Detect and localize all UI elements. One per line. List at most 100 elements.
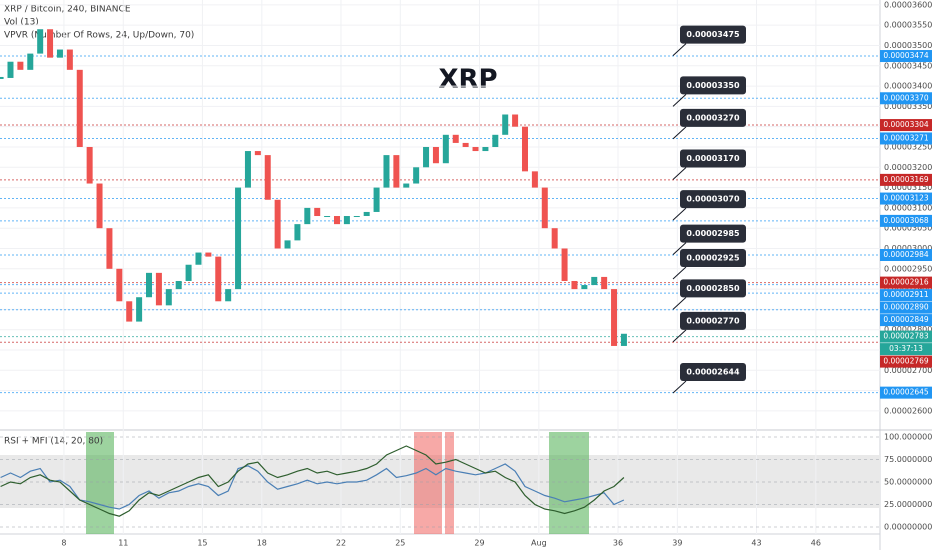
price-label-box bbox=[880, 119, 932, 132]
price-label-box bbox=[880, 343, 932, 356]
price-label-box bbox=[880, 192, 932, 205]
price-label-box bbox=[880, 330, 932, 343]
candle bbox=[581, 285, 588, 290]
candle bbox=[383, 155, 390, 188]
price-label-box bbox=[880, 132, 932, 145]
candle bbox=[185, 264, 192, 281]
candle bbox=[482, 146, 489, 152]
annotation-label: 0.00003270 bbox=[686, 113, 740, 122]
x-tick-label: 11 bbox=[118, 539, 128, 548]
chart-title: XRP bbox=[438, 65, 497, 95]
y-tick-label: 75.00000000 bbox=[884, 455, 932, 464]
candle bbox=[601, 276, 608, 290]
annotation-pointer bbox=[672, 94, 687, 107]
x-tick-label: 29 bbox=[474, 539, 484, 548]
candle bbox=[284, 240, 291, 249]
price-label: 0.00002645 bbox=[883, 388, 929, 397]
candle bbox=[620, 333, 627, 346]
y-tick-label: 50.00000000 bbox=[884, 478, 932, 487]
candle bbox=[393, 155, 400, 188]
candle bbox=[423, 146, 430, 168]
price-label: 0.00002911 bbox=[883, 290, 929, 299]
y-tick-label: 100.00000000 bbox=[884, 433, 932, 442]
oscillator-title: RSI + MFI (14, 20, 80) bbox=[4, 437, 103, 447]
price-label: 03:37:13 bbox=[889, 344, 923, 353]
y-tick-label: 25.00000000 bbox=[884, 500, 932, 509]
y-tick-label: 0.00003000 bbox=[884, 244, 932, 253]
price-label-box bbox=[880, 214, 932, 227]
price-label: 0.00002783 bbox=[883, 332, 929, 341]
x-tick-label: Aug bbox=[531, 539, 547, 548]
annotation-box bbox=[680, 311, 746, 330]
x-tick-label: 46 bbox=[811, 539, 821, 548]
price-label-box bbox=[880, 301, 932, 314]
indicator: Vol (13) bbox=[4, 18, 39, 28]
candle bbox=[126, 301, 133, 322]
candle bbox=[274, 199, 281, 249]
annotation-label: 0.00003170 bbox=[686, 154, 740, 163]
price-label-box bbox=[880, 276, 932, 289]
candle bbox=[521, 126, 528, 172]
y-tick-label: 0.00002600 bbox=[884, 406, 932, 415]
candle bbox=[235, 187, 242, 290]
oscillator-line bbox=[0, 463, 625, 510]
price-label-box bbox=[880, 50, 932, 63]
price-label: 0.00003271 bbox=[883, 133, 929, 142]
candle bbox=[373, 187, 380, 212]
price-label-box bbox=[880, 355, 932, 368]
candle bbox=[225, 289, 232, 302]
candle bbox=[442, 134, 449, 164]
candle bbox=[353, 216, 360, 218]
candle bbox=[0, 76, 4, 79]
price-label: 0.00003123 bbox=[883, 194, 929, 203]
candle bbox=[304, 207, 311, 225]
annotation-box bbox=[680, 25, 746, 44]
annotation-box bbox=[680, 149, 746, 168]
price-label: 0.00003304 bbox=[883, 120, 929, 129]
annotation-label: 0.00002644 bbox=[686, 368, 740, 377]
annotation-label: 0.00002925 bbox=[686, 253, 740, 262]
x-tick-label: 36 bbox=[613, 539, 623, 548]
candle bbox=[502, 114, 509, 135]
annotation-label: 0.00002850 bbox=[686, 284, 740, 293]
annotation-label: 0.00003475 bbox=[686, 30, 740, 39]
candle bbox=[531, 171, 538, 188]
candle bbox=[492, 134, 499, 147]
y-tick-label: 0.00002950 bbox=[884, 264, 932, 273]
price-label: 0.00002916 bbox=[883, 278, 929, 287]
y-tick-label: 0.00003600 bbox=[884, 0, 932, 9]
annotation-pointer bbox=[672, 167, 687, 180]
annotation-box bbox=[680, 76, 746, 95]
candle bbox=[591, 276, 598, 286]
candle bbox=[27, 53, 34, 70]
candle bbox=[512, 114, 519, 127]
candle bbox=[56, 49, 63, 58]
y-tick-label: 0.00002800 bbox=[884, 325, 932, 334]
candle bbox=[611, 289, 618, 346]
candle bbox=[175, 280, 182, 290]
price-label: 0.00003370 bbox=[883, 93, 929, 102]
candle bbox=[37, 29, 44, 54]
annotation-pointer bbox=[672, 380, 687, 394]
annotation-box bbox=[680, 108, 746, 127]
symbol: XRP / Bitcoin, 240, BINANCE bbox=[4, 5, 131, 15]
candle bbox=[106, 228, 113, 269]
candle bbox=[413, 167, 420, 184]
candle bbox=[96, 183, 103, 229]
annotation-box bbox=[680, 190, 746, 209]
candle bbox=[432, 146, 439, 164]
annotation-pointer bbox=[672, 242, 687, 255]
annotation-pointer bbox=[672, 207, 687, 221]
annotation-box bbox=[680, 279, 746, 298]
annotation-label: 0.00002770 bbox=[686, 316, 740, 325]
price-label-box bbox=[880, 386, 932, 399]
candle bbox=[244, 151, 251, 188]
overbought-zone bbox=[445, 432, 454, 534]
candle bbox=[363, 211, 370, 217]
annotation-pointer bbox=[672, 126, 687, 140]
candle bbox=[452, 134, 459, 143]
candle bbox=[66, 49, 73, 70]
price-label: 0.00003068 bbox=[883, 216, 929, 225]
candle bbox=[165, 289, 172, 306]
y-tick-label: 0.00002700 bbox=[884, 366, 932, 375]
